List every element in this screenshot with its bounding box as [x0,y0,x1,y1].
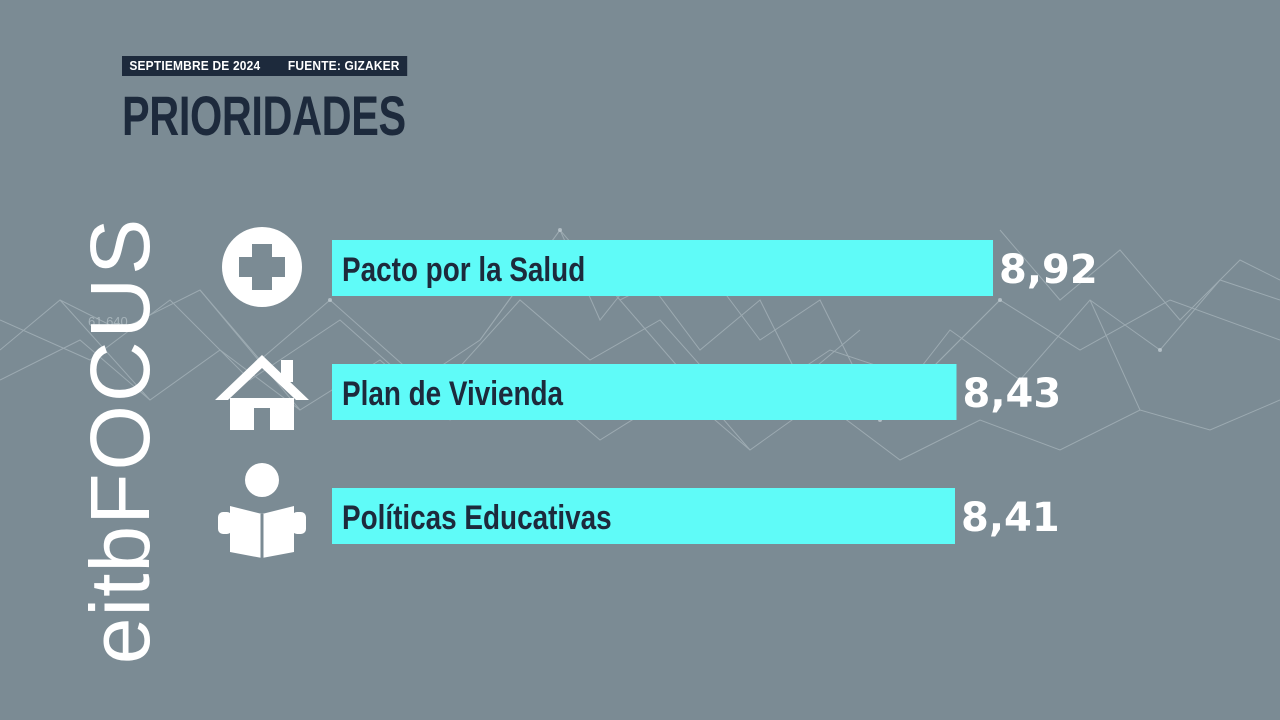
source-label: FUENTE: GIZAKER [287,58,400,73]
bar-pacto-por-la-salud [332,240,993,296]
bar-plan-de-vivienda [332,364,957,420]
bar-label-plan-de-vivienda: Plan de Vivienda [342,375,564,413]
bar-label-politicas-educativas: Políticas Educativas [342,499,612,537]
meta-bar: SEPTIEMBRE DE 2024 FUENTE: GIZAKER [122,56,407,76]
date-label: SEPTIEMBRE DE 2024 [129,58,261,73]
bar-label-pacto-por-la-salud: Pacto por la Salud [342,251,585,289]
bar-value-plan-de-vivienda: 8,43 [962,371,1061,417]
reading-person-icon [218,463,306,558]
bar-politicas-educativas [332,488,955,544]
page-title: PRIORIDADES [122,84,406,147]
bar-value-pacto-por-la-salud: 8,92 [999,247,1098,293]
bar-value-politicas-educativas: 8,41 [961,495,1060,541]
medical-cross-icon [222,227,302,307]
house-icon [215,355,309,430]
background-ticker-text: 61.640 [88,314,128,329]
